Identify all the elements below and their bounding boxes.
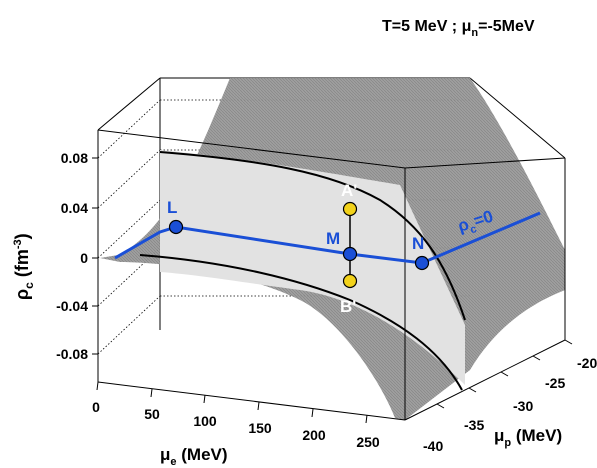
plane-slab [160, 150, 465, 385]
rho-c-zero-line [114, 211, 541, 265]
y-tick-label: -25 [545, 375, 565, 391]
y-axis-ticks [436, 339, 573, 409]
y-tick-label: -30 [513, 398, 533, 414]
z-tick-label: -0.04 [56, 298, 88, 314]
z-tick-label: 0.04 [61, 200, 88, 216]
label-N: N [412, 234, 424, 253]
x-axis-ticks [96, 381, 368, 424]
z-tick-label: 0.08 [61, 150, 88, 166]
box-front-frame [97, 77, 566, 421]
z-axis-ticks [92, 157, 98, 355]
label-M: M [326, 229, 340, 248]
marker-M [342, 246, 358, 262]
x-tick-label: 250 [356, 434, 380, 450]
label-A-prime: A' [341, 181, 357, 200]
y-tick-label: -35 [464, 417, 484, 433]
x-tick-label: 100 [193, 413, 217, 429]
y-tick-label: -20 [577, 355, 597, 371]
x-tick-label: 50 [144, 406, 160, 422]
z-axis-label: ρc (fm-3) [12, 233, 36, 300]
y-axis-label: μp (MeV) [494, 426, 562, 449]
z-tick-label: -0.08 [56, 346, 88, 362]
y-tick-label: -40 [423, 438, 443, 454]
chart-title: T=5 MeV ; μn=-5MeV [382, 18, 535, 39]
x-axis-label: μe (MeV) [160, 445, 228, 468]
x-tick-label: 0 [92, 399, 100, 415]
label-L: L [167, 198, 177, 217]
marker-B-prime [342, 273, 358, 289]
marker-A-prime [342, 201, 358, 217]
label-B-prime: B' [340, 297, 356, 316]
z-tick-label: 0 [80, 250, 88, 266]
upper-boundary-curve [159, 151, 466, 321]
lower-boundary-curve [139, 254, 463, 391]
x-tick-label: 200 [302, 427, 326, 443]
marker-L [168, 219, 184, 235]
x-tick-label: 150 [248, 420, 272, 436]
marker-N [414, 255, 430, 271]
